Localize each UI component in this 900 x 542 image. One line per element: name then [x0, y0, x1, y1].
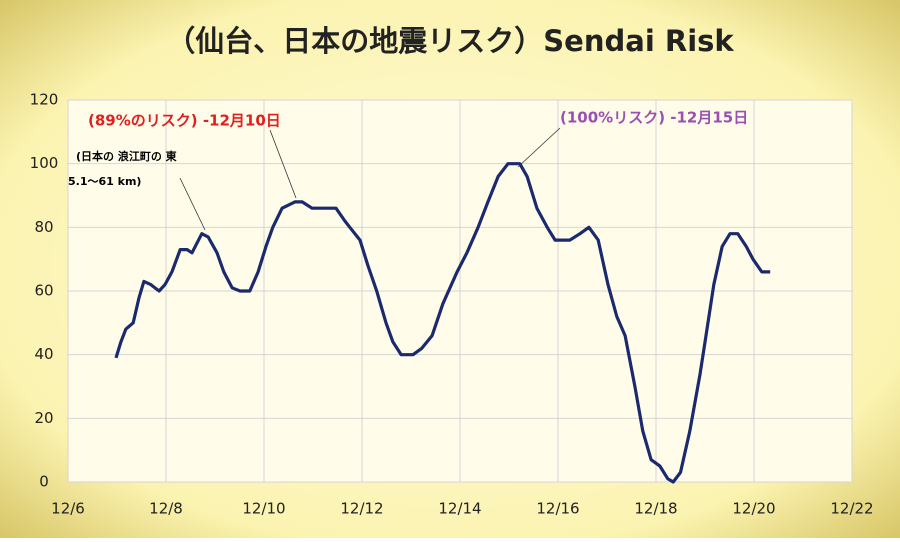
annotation: (100%リスク) -12月15日 [560, 109, 748, 127]
x-tick-label: 12/8 [149, 500, 183, 518]
data-line [114, 162, 771, 484]
annotation-leader [517, 127, 561, 168]
x-tick-label: 12/12 [340, 500, 383, 518]
x-tick-label: 12/18 [634, 500, 677, 518]
x-tick-label: 12/16 [536, 500, 579, 518]
annotation-leader [179, 177, 206, 231]
y-tick-label: 40 [34, 345, 53, 363]
y-tick-label: 60 [34, 282, 53, 300]
y-tick-label: 20 [34, 409, 53, 427]
x-tick-label: 12/22 [830, 500, 873, 518]
annotation: (89%のリスク) -12月10日 [88, 112, 281, 130]
y-tick-label: 0 [39, 473, 49, 491]
x-tick-label: 12/14 [438, 500, 481, 518]
x-tick-label: 12/20 [732, 500, 775, 518]
y-tick-label: 120 [30, 91, 59, 109]
x-tick-label: 12/6 [51, 500, 85, 518]
y-tick-label: 80 [34, 218, 53, 236]
chart-title: （仙台、日本の地震リスク）Sendai Risk [166, 24, 734, 58]
annotation: 5.1～61 km) [68, 175, 141, 188]
x-tick-label: 12/10 [242, 500, 285, 518]
y-tick-label: 100 [30, 154, 59, 172]
annotation: (日本の 浪江町の 東 [76, 149, 178, 163]
annotation-leader [269, 129, 297, 199]
